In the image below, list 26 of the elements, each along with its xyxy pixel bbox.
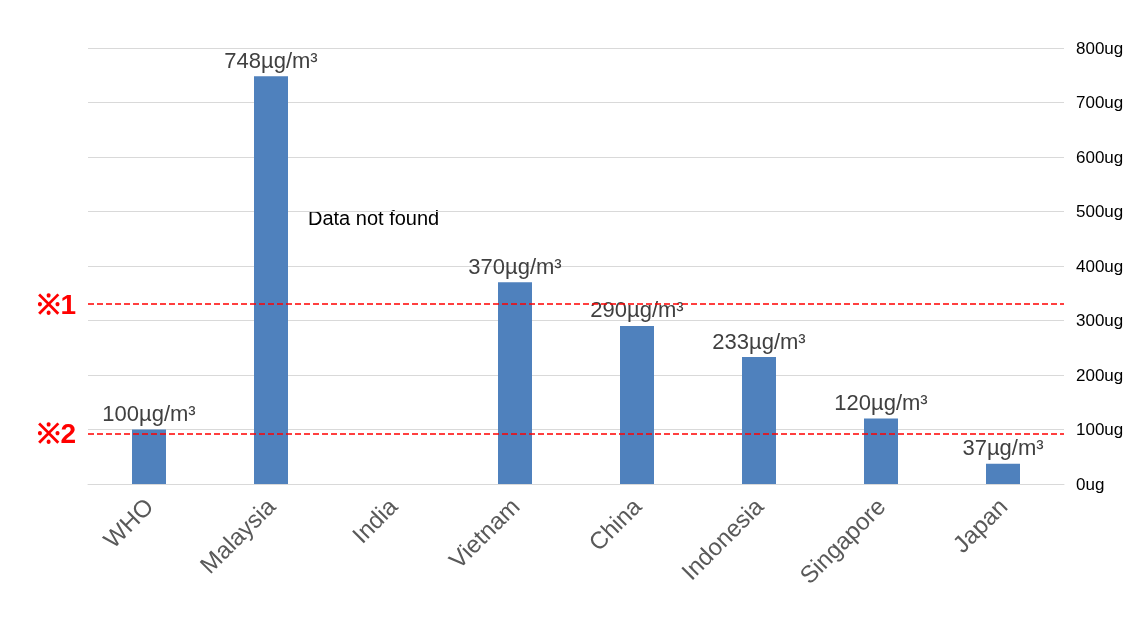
ref-line-label: ※2 bbox=[37, 418, 76, 450]
bar bbox=[864, 418, 898, 484]
ref-line-label: ※1 bbox=[37, 288, 76, 320]
bar bbox=[620, 325, 654, 484]
bar bbox=[498, 282, 532, 484]
data-label: 370µg/m³ bbox=[468, 253, 562, 279]
data-label: 120µg/m³ bbox=[834, 390, 928, 416]
bar bbox=[742, 357, 776, 484]
y-tick-label: 300ug bbox=[1076, 311, 1124, 330]
bar bbox=[986, 463, 1020, 484]
y-tick-label: 600ug bbox=[1076, 147, 1124, 167]
y-tick-label: 100ug bbox=[1076, 420, 1124, 439]
y-tick-label: 500ug bbox=[1076, 202, 1124, 221]
bar bbox=[132, 429, 166, 484]
data-label: 233µg/m³ bbox=[712, 328, 806, 354]
y-tick-label: 700ug bbox=[1076, 93, 1124, 112]
y-tick-label: 200ug bbox=[1076, 365, 1124, 385]
y-tick-label: 0ug bbox=[1076, 474, 1105, 494]
data-label: 290µg/m³ bbox=[590, 297, 684, 323]
bar bbox=[254, 76, 288, 484]
data-label: 37µg/m³ bbox=[962, 435, 1044, 461]
y-tick-label: 400ug bbox=[1076, 256, 1124, 276]
data-label: 748µg/m³ bbox=[224, 47, 318, 73]
data-label: 100µg/m³ bbox=[102, 401, 196, 426]
annotation: Data not found bbox=[308, 207, 440, 229]
y-tick-label: 800ug bbox=[1076, 38, 1124, 58]
